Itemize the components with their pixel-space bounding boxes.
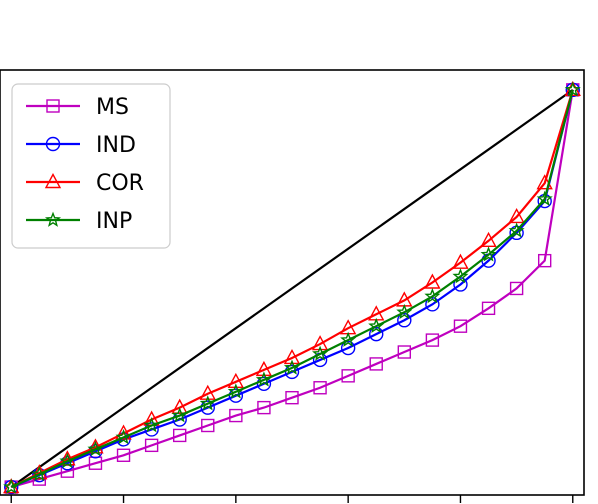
series-inp-line [10, 89, 574, 489]
legend-item-ms: MS [26, 95, 129, 120]
series-ms-point [341, 369, 355, 383]
series-inp-point [3, 478, 20, 494]
series-ind-point [453, 277, 468, 292]
series-ms-point [481, 301, 496, 316]
series-ms-point [116, 448, 131, 462]
series-inp-point [115, 428, 132, 445]
series-inp-point [199, 395, 216, 411]
legend-label-ms: MS [96, 95, 129, 120]
series-inp-point [452, 268, 469, 284]
series-ind-point [425, 297, 440, 312]
legend: MS IND COR INP [11, 83, 171, 249]
series-inp-point [227, 383, 244, 399]
legend-label-ind: IND [96, 133, 136, 158]
series-ms-point [257, 400, 271, 415]
series-inp-point [424, 287, 441, 304]
series-ms-point [229, 408, 243, 423]
series-ms-point [313, 381, 327, 395]
series-ms-point [397, 345, 412, 359]
series-ind-point [228, 388, 244, 403]
series-cor-point [227, 372, 245, 388]
series-cor-point [255, 360, 273, 377]
series-inp-point [283, 359, 301, 375]
legend-item-cor: COR [26, 171, 144, 196]
series-inp-point [87, 440, 104, 457]
series-ind-point [200, 400, 215, 415]
reference-diagonal [10, 88, 574, 488]
series-ms-point [509, 281, 524, 296]
series-ms-point [453, 319, 468, 333]
series-ind-point [369, 326, 384, 342]
series-ind-point [340, 340, 356, 356]
legend-marker-cor [44, 173, 62, 189]
series-inp-point [368, 317, 385, 334]
series-ms-point [172, 428, 187, 443]
legend-box [11, 83, 171, 249]
series-cor-point [199, 384, 216, 400]
legend-label-inp: INP [96, 209, 132, 234]
series-inp-point [312, 345, 329, 361]
series-cor-line [10, 89, 574, 489]
series-ms-point [369, 357, 383, 371]
series-inp-point [396, 303, 413, 320]
series-inp-point [171, 407, 188, 423]
series-cor-point [171, 398, 188, 414]
series-inp [3, 81, 581, 494]
series-inp-point [255, 371, 272, 387]
series-inp-point [480, 246, 497, 262]
series-ind-line [10, 89, 574, 489]
series-ind-point [509, 225, 524, 241]
series-cor-point [283, 348, 301, 365]
series-ind-point [397, 313, 412, 328]
series-ind-point [284, 364, 300, 380]
series-cor-point [311, 335, 329, 351]
legend-marker-ind [45, 136, 61, 152]
series-ind-point [144, 422, 159, 437]
equality-line [10, 88, 574, 488]
legend-item-inp: INP [26, 209, 132, 234]
legend-marker-ms [46, 99, 60, 113]
series-ms-point [144, 438, 159, 453]
series-ind-point [256, 376, 272, 391]
series-inp-point [31, 465, 48, 482]
series-ms-line [10, 89, 574, 489]
legend-marker-inp [44, 211, 62, 227]
series-ms-point [537, 253, 552, 268]
series-ind-point [537, 193, 552, 209]
legend-item-ind: IND [26, 133, 136, 158]
x-axis-ticks [10, 495, 574, 503]
series-inp-point [508, 222, 525, 238]
series-ms-point [425, 333, 440, 347]
series-inp-point [536, 190, 553, 206]
series-ms-point [285, 390, 299, 405]
series-cor-point [115, 424, 132, 440]
legend-label-cor: COR [96, 171, 144, 196]
series-ms-point [201, 418, 215, 433]
series-inp-point [59, 452, 76, 469]
series-inp-point [564, 81, 581, 97]
series-cor-point [564, 80, 581, 97]
series-inp-point [143, 417, 160, 433]
series-layer [3, 80, 581, 495]
series-inp-point [340, 331, 357, 347]
